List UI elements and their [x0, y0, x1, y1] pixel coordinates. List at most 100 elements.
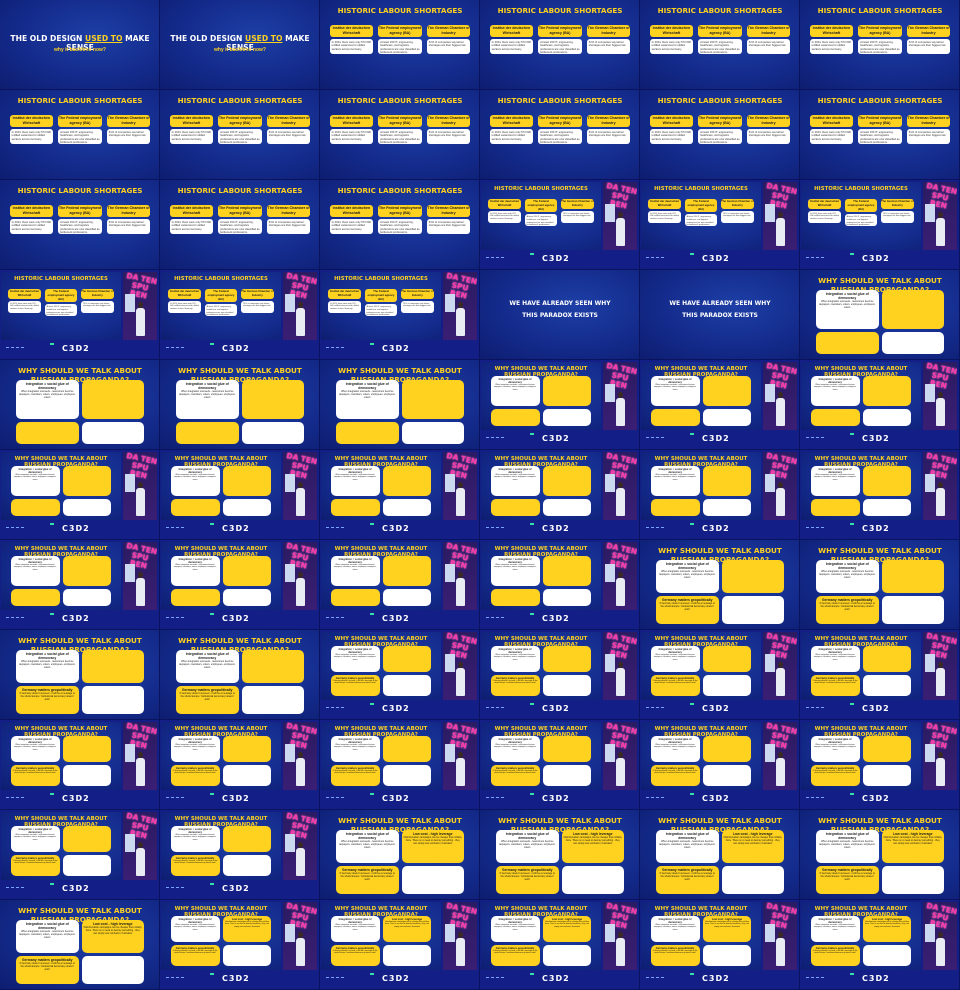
stream-footer: C3D2 [800, 791, 959, 809]
slide-title: HISTORIC LABOUR SHORTAGES [494, 186, 588, 192]
quadrant-card-3 [650, 498, 700, 516]
slide: WHY SHOULD WE TALK ABOUT RUSSIAN PROPAGA… [481, 722, 601, 790]
quadrant-card-text: If Germany doesn't succeed - it will be … [19, 961, 75, 971]
speaker-camera: DA TEN SPU REN [283, 812, 317, 880]
c3d2-logo: C3D2 [222, 974, 250, 983]
labour-card-heading: The German Chamber of Industry [906, 25, 951, 37]
quadrant-card-3: Germany matters geopolitically If Germany… [810, 765, 860, 786]
quadrant-card-heading: Integration = social glue of democracy [498, 648, 532, 654]
slide: HISTORIC LABOUR SHORTAGES Institut der de… [320, 0, 479, 89]
quadrant-card-2 [702, 646, 752, 673]
quadrant-card-heading: Low cost - high leverage [92, 922, 133, 926]
labour-card-text: At least 150 IT, engineering, healthcare… [698, 39, 742, 54]
quadrant-card-text: When integration succeeds - newcomers be… [493, 744, 537, 751]
labour-card-heading: Institut der deutschen Wirtschaft [169, 115, 214, 127]
labour-card: Institut der deutschen Wirtschaft In 2024… [489, 115, 534, 144]
footer-accent [690, 703, 694, 705]
labour-card-text: 51% of companies say labour shortages ar… [906, 39, 951, 54]
quadrant-card-2 [542, 466, 592, 496]
quadrant-card-text: When integration succeeds - newcomers be… [173, 924, 217, 931]
propaganda-quadrant: Integration = social glue of democracy Wh… [496, 830, 624, 894]
speaker-head [938, 932, 943, 938]
quadrant-card-heading: Integration = social glue of democracy [18, 738, 52, 744]
slide: HISTORIC LABOUR SHORTAGES Institut der de… [801, 182, 921, 250]
quadrant-card-text: When integration succeeds - newcomers be… [333, 924, 377, 931]
quadrant-card-heading: Germany matters geopolitically [655, 947, 695, 951]
footer-squiggle [6, 617, 24, 622]
quadrant-card-1: Integration = social glue of democracy Wh… [810, 466, 860, 496]
slide-title: WHY SHOULD WE TALK ABOUT RUSSIAN PROPAGA… [18, 636, 142, 654]
quadrant-card-heading: Integration = social glue of democracy [498, 558, 532, 564]
video-frame: WHY SHOULD WE TALK ABOUT RUSSIAN PROPAGA… [320, 810, 480, 900]
labour-cards: Institut der deutschen Wirtschaft In 2024… [649, 25, 791, 54]
quadrant-card-3: Germany matters geopolitically If Germany… [816, 865, 879, 894]
labour-card-text: 51% of companies say labour shortages ar… [721, 210, 754, 223]
quadrant-card-1: Integration = social glue of democracy Wh… [650, 376, 700, 406]
labour-card-heading: The German Chamber of Industry [906, 115, 951, 127]
labour-card-heading: The Federal employment agency (BA) [204, 289, 238, 303]
footer-squiggle [486, 257, 504, 262]
speaker-body [296, 848, 305, 876]
background-screen [445, 744, 455, 762]
slide: WHY SHOULD WE TALK ABOUT RUSSIAN PROPAGA… [800, 810, 959, 899]
quadrant-card-2 [382, 736, 432, 763]
labour-card-heading: Institut der deutschen Wirtschaft [9, 115, 54, 127]
quadrant-card-heading: Low cost - high leverage [231, 918, 263, 921]
labour-card: Institut der deutschen Wirtschaft In 2024… [649, 115, 694, 144]
slide: HISTORIC LABOUR SHORTAGES Institut der de… [800, 90, 959, 179]
slide: WHY SHOULD WE TALK ABOUT RUSSIAN PROPAGA… [481, 542, 601, 610]
quadrant-card-heading: Germany matters geopolitically [495, 767, 535, 771]
labour-card-heading: Institut der deutschen Wirtschaft [808, 199, 841, 209]
quadrant-card-text: If Germany doesn't succeed - it will be … [652, 680, 698, 685]
propaganda-quadrant: Integration = social glue of democracy Wh… [490, 376, 592, 426]
labour-card-heading: The Federal employment agency (BA) [44, 289, 78, 303]
footer-squiggle [166, 977, 184, 982]
propaganda-quadrant: Integration = social glue of democracy Wh… [810, 736, 912, 786]
slide: WHY SHOULD WE TALK ABOUT RUSSIAN PROPAGA… [481, 452, 601, 520]
speaker-camera: DA TEN SPU REN [923, 182, 957, 250]
video-frame: WHY SHOULD WE TALK ABOUT RUSSIAN PROPAGA… [800, 630, 960, 720]
labour-cards: Institut der deutschen Wirtschaft In 2024… [329, 25, 471, 54]
labour-card-text: At least 150 IT, engineering, healthcare… [218, 219, 262, 234]
speaker [135, 572, 145, 606]
slide: THE OLD DESIGN USED TO MAKE SENSE why it … [160, 0, 319, 89]
labour-card-heading: The German Chamber of Industry [106, 115, 151, 127]
quadrant-card-3: Germany matters geopolitically If Germany… [330, 945, 380, 966]
propaganda-quadrant: Integration = social glue of democracy Wh… [170, 466, 272, 516]
quadrant-card-1: Integration = social glue of democracy Wh… [810, 916, 860, 943]
labour-card-heading: The Federal employment agency (BA) [524, 199, 558, 213]
quadrant-card-text: Disinformation campaigns can be cheaper … [883, 836, 942, 845]
quadrant-card-heading: Integration = social glue of democracy [498, 468, 532, 474]
background-screen [925, 384, 935, 402]
video-frame: HISTORIC LABOUR SHORTAGES Institut der de… [0, 180, 160, 270]
slide: HISTORIC LABOUR SHORTAGES Institut der de… [160, 90, 319, 179]
footer-accent [210, 613, 214, 615]
labour-card: The Federal employment agency (BA) At lea… [44, 289, 78, 317]
speaker-camera: DA TEN SPU REN [443, 542, 477, 610]
labour-card: The German Chamber of Industry 51% of com… [426, 115, 471, 144]
quadrant-card-heading: Germany matters geopolitically [495, 947, 535, 951]
quadrant-card-2 [222, 736, 272, 763]
slide: WHY SHOULD WE TALK ABOUT RUSSIAN PROPAGA… [641, 632, 761, 700]
quadrant-card-4 [702, 675, 752, 696]
quadrant-card-1: Integration = social glue of democracy Wh… [490, 916, 540, 943]
video-frame: WHY SHOULD WE TALK ABOUT RUSSIAN PROPAGA… [320, 450, 480, 540]
labour-card-text: At least 150 IT, engineering, healthcare… [524, 214, 558, 227]
c3d2-logo: C3D2 [382, 614, 410, 623]
propaganda-quadrant: Integration = social glue of democracy Wh… [330, 646, 432, 696]
labour-card-text: 51% of companies say labour shortages ar… [266, 129, 311, 144]
quadrant-card-text: When integration succeeds - newcomers be… [813, 924, 857, 931]
slide: WHY SHOULD WE TALK ABOUT RUSSIAN PROPAGA… [480, 810, 639, 899]
speaker-head [138, 842, 143, 848]
quadrant-card-2 [881, 560, 944, 593]
quadrant-card-text: Disinformation campaigns can be cheaper … [704, 921, 749, 928]
old-design-title: THE OLD DESIGN USED TO MAKE SENSE [0, 34, 159, 52]
speaker [935, 392, 945, 426]
slide: HISTORIC LABOUR SHORTAGES Institut der de… [1, 272, 121, 340]
quadrant-card-2 [702, 466, 752, 496]
speaker-body [616, 398, 625, 426]
quadrant-card-text: If Germany doesn't succeed - it will be … [332, 770, 378, 775]
quadrant-card-3: Germany matters geopolitically If Germany… [810, 675, 860, 696]
footer-accent [850, 253, 854, 255]
labour-card-heading: The Federal employment agency (BA) [364, 289, 398, 303]
